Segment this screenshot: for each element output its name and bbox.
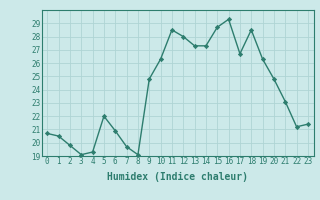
X-axis label: Humidex (Indice chaleur): Humidex (Indice chaleur) — [107, 172, 248, 182]
